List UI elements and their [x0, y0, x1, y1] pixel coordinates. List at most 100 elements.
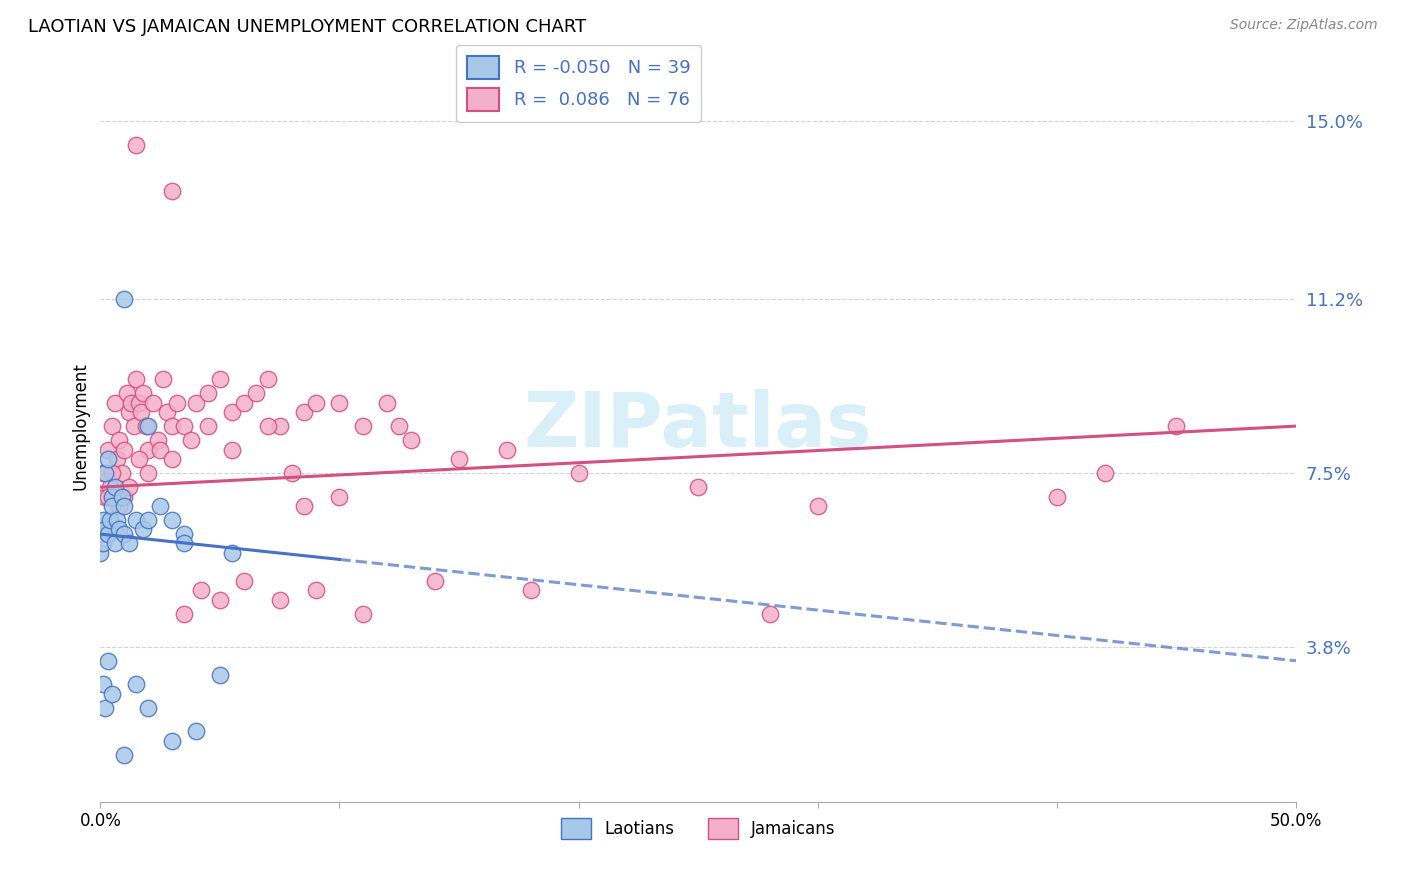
Point	[108, 522, 131, 536]
Point	[94, 490, 117, 504]
Text: Source: ZipAtlas.com: Source: ZipAtlas.com	[1230, 18, 1378, 32]
Point	[280, 466, 302, 480]
Point	[89, 546, 111, 560]
Point	[160, 185, 183, 199]
Point	[128, 395, 150, 409]
Point	[292, 405, 315, 419]
Point	[304, 395, 326, 409]
Point	[352, 607, 374, 621]
Point	[101, 490, 124, 504]
Y-axis label: Unemployment: Unemployment	[72, 362, 89, 490]
Point	[112, 747, 135, 762]
Point	[136, 442, 159, 457]
Point	[152, 372, 174, 386]
Point	[132, 386, 155, 401]
Point	[160, 513, 183, 527]
Point	[111, 490, 134, 504]
Point	[112, 490, 135, 504]
Point	[111, 466, 134, 480]
Point	[173, 607, 195, 621]
Point	[136, 700, 159, 714]
Point	[125, 513, 148, 527]
Point	[496, 442, 519, 457]
Point	[91, 513, 114, 527]
Point	[208, 372, 231, 386]
Point	[125, 137, 148, 152]
Point	[328, 490, 350, 504]
Point	[91, 677, 114, 691]
Point	[136, 466, 159, 480]
Point	[173, 527, 195, 541]
Point	[447, 452, 470, 467]
Point	[399, 434, 422, 448]
Text: LAOTIAN VS JAMAICAN UNEMPLOYMENT CORRELATION CHART: LAOTIAN VS JAMAICAN UNEMPLOYMENT CORRELA…	[28, 18, 586, 36]
Point	[101, 687, 124, 701]
Point	[146, 434, 169, 448]
Point	[197, 386, 219, 401]
Point	[156, 405, 179, 419]
Point	[101, 466, 124, 480]
Point	[184, 724, 207, 739]
Point	[375, 395, 398, 409]
Point	[94, 700, 117, 714]
Point	[108, 499, 131, 513]
Point	[118, 536, 141, 550]
Point	[256, 372, 278, 386]
Point	[221, 546, 243, 560]
Point	[101, 499, 124, 513]
Point	[269, 419, 291, 434]
Point	[128, 452, 150, 467]
Point	[105, 513, 128, 527]
Point	[160, 419, 183, 434]
Point	[101, 419, 124, 434]
Point	[94, 522, 117, 536]
Point	[232, 574, 254, 588]
Point	[352, 419, 374, 434]
Point	[160, 733, 183, 747]
Point	[120, 395, 142, 409]
Point	[1166, 419, 1188, 434]
Point	[125, 677, 148, 691]
Point	[94, 466, 117, 480]
Point	[112, 499, 135, 513]
Point	[160, 452, 183, 467]
Point	[1046, 490, 1069, 504]
Point	[149, 442, 172, 457]
Point	[118, 480, 141, 494]
Point	[142, 395, 165, 409]
Point	[180, 434, 202, 448]
Point	[807, 499, 830, 513]
Point	[104, 395, 127, 409]
Legend: Laotians, Jamaicans: Laotians, Jamaicans	[554, 811, 842, 846]
Point	[328, 395, 350, 409]
Point	[98, 480, 121, 494]
Point	[89, 527, 111, 541]
Point	[96, 442, 118, 457]
Point	[256, 419, 278, 434]
Point	[105, 452, 128, 467]
Point	[96, 490, 118, 504]
Point	[129, 405, 152, 419]
Point	[96, 527, 118, 541]
Point	[112, 293, 135, 307]
Point	[122, 419, 145, 434]
Point	[104, 536, 127, 550]
Point	[96, 654, 118, 668]
Text: ZIPatlas: ZIPatlas	[524, 389, 873, 463]
Point	[1094, 466, 1116, 480]
Point	[759, 607, 782, 621]
Point	[221, 442, 243, 457]
Point	[91, 466, 114, 480]
Point	[568, 466, 591, 480]
Point	[184, 395, 207, 409]
Point	[269, 592, 291, 607]
Point	[221, 405, 243, 419]
Point	[98, 513, 121, 527]
Point	[115, 386, 138, 401]
Point	[292, 499, 315, 513]
Point	[135, 419, 157, 434]
Point	[112, 442, 135, 457]
Point	[166, 395, 188, 409]
Point	[173, 419, 195, 434]
Point	[208, 592, 231, 607]
